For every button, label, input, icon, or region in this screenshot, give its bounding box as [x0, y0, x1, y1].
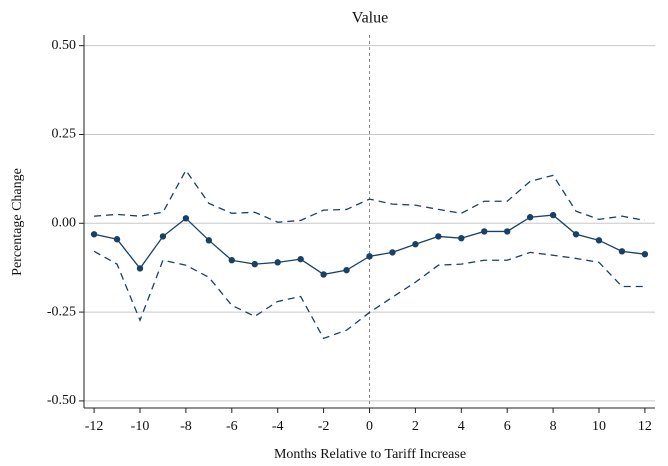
point: [458, 234, 465, 242]
point: [641, 250, 649, 258]
point: [90, 231, 98, 238]
point: [159, 233, 167, 240]
point: [595, 237, 603, 244]
x-tick-label: -12: [85, 419, 104, 434]
point: [320, 271, 327, 278]
y-tick-label: -0.50: [47, 393, 76, 408]
point: [504, 228, 511, 235]
x-tick-label: 6: [504, 419, 511, 434]
y-tick-label: 0.00: [52, 215, 77, 230]
x-tick-label: -4: [272, 419, 284, 434]
point: [228, 257, 235, 264]
y-axis-label: Percentage Change: [10, 168, 25, 276]
x-tick-label: -2: [318, 419, 330, 434]
point: [412, 241, 419, 248]
point: [182, 215, 190, 222]
point: [205, 237, 213, 244]
x-axis-label: Months Relative to Tariff Increase: [274, 447, 466, 462]
point: [366, 253, 373, 260]
point: [549, 211, 557, 219]
point: [136, 265, 144, 272]
point: [389, 249, 396, 256]
y-tick-label: 0.25: [52, 127, 77, 142]
x-tick-label: 10: [592, 419, 606, 434]
point: [435, 233, 442, 240]
series-line: [93, 250, 645, 340]
point: [251, 260, 258, 268]
point: [297, 255, 304, 263]
x-tick-label: 12: [638, 419, 652, 434]
point: [343, 266, 350, 274]
point: [572, 231, 580, 238]
y-tick-label: 0.50: [52, 38, 77, 53]
point: [526, 214, 534, 221]
x-tick-label: 2: [412, 419, 419, 434]
point: [274, 259, 281, 266]
x-tick-label: -6: [226, 419, 238, 434]
chart-title: Value: [352, 10, 388, 27]
x-tick-label: -10: [131, 419, 150, 434]
point: [618, 248, 626, 255]
point: [481, 228, 488, 235]
x-tick-label: -8: [180, 419, 192, 434]
point: [113, 236, 121, 243]
y-tick-label: -0.25: [47, 304, 76, 319]
x-tick-label: 4: [458, 419, 465, 434]
x-tick-label: 0: [366, 419, 373, 434]
series-line: [94, 169, 646, 223]
x-tick-label: 8: [550, 419, 557, 434]
